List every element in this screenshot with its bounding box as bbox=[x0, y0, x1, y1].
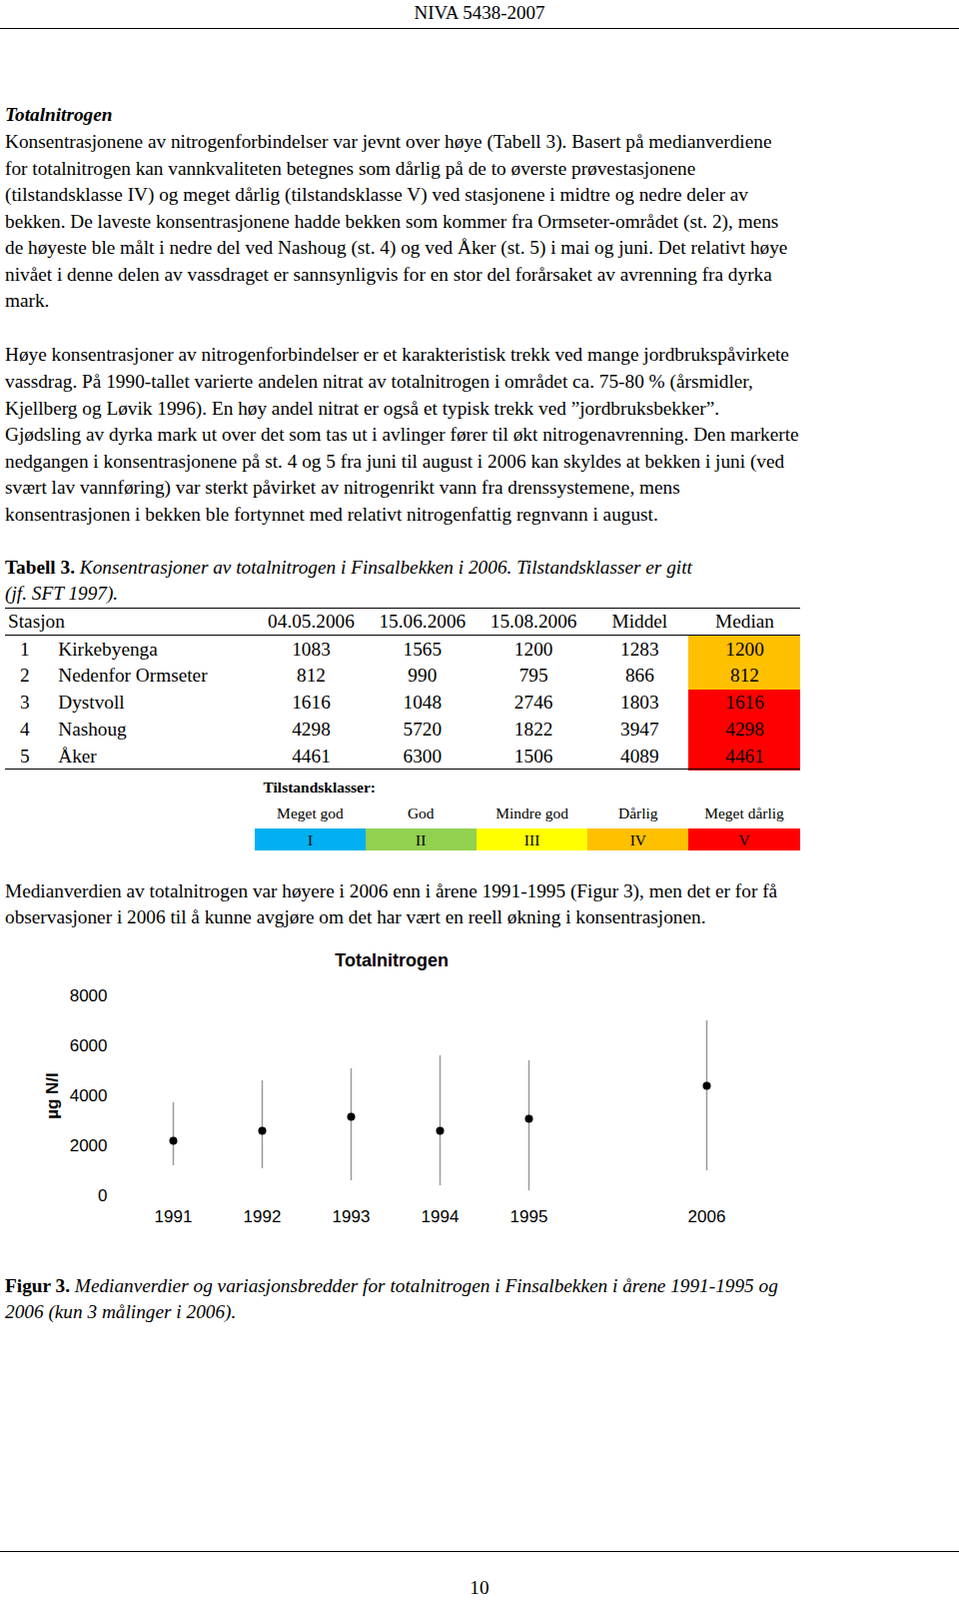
html-text:observasjoner i 2006 til å kun: observasjoner i 2006 til å kunne avgjøre… bbox=[4, 906, 706, 928]
html-text:svært lav vannføring) var ster: svært lav vannføring) var sterkt påvirke… bbox=[4, 476, 680, 498]
html-text:2746: 2746 bbox=[514, 691, 553, 713]
html-text:(tilstandsklasse IV) og meget: (tilstandsklasse IV) og meget dårlig (ti… bbox=[4, 183, 749, 205]
html-text:vassdrag. På 1990-tallet varie: vassdrag. På 1990-tallet varierte andele… bbox=[4, 370, 754, 392]
html-text:795: 795 bbox=[519, 664, 549, 686]
html-text:Nedenfor Ormseter: Nedenfor Ormseter bbox=[58, 664, 208, 686]
html-text:Meget dårlig: Meget dårlig bbox=[704, 804, 784, 822]
svg-text:2006: 2006 bbox=[688, 1206, 727, 1226]
html-text:5720: 5720 bbox=[403, 718, 442, 740]
html-text:4298: 4298 bbox=[291, 718, 331, 740]
html-text:1048: 1048 bbox=[403, 691, 442, 713]
svg-text:0: 0 bbox=[97, 1185, 107, 1205]
svg-text:1995: 1995 bbox=[510, 1206, 549, 1226]
html-text:3: 3 bbox=[19, 691, 30, 713]
html-text:Dystvoll: Dystvoll bbox=[58, 691, 125, 713]
html-text:990: 990 bbox=[407, 664, 437, 686]
html-text:Totalnitrogen: Totalnitrogen bbox=[4, 104, 113, 126]
html-text:V: V bbox=[738, 830, 750, 848]
html-text:Tabell 3. Konsentrasjoner av t: Tabell 3. Konsentrasjoner av totalnitrog… bbox=[4, 556, 693, 578]
html-text:5: 5 bbox=[19, 745, 30, 767]
html-text:1083: 1083 bbox=[291, 637, 331, 659]
html-text:Totalnitrogen: Totalnitrogen bbox=[334, 950, 449, 970]
html-text:Tilstandsklasser:: Tilstandsklasser: bbox=[263, 778, 376, 796]
html-text:I: I bbox=[307, 830, 313, 848]
html-text:4089: 4089 bbox=[620, 745, 659, 767]
html-text:Dårlig: Dårlig bbox=[618, 804, 658, 822]
html-text:Median: Median bbox=[715, 610, 775, 632]
svg-text:1992: 1992 bbox=[243, 1206, 282, 1226]
html-text:Konsentrasjonene av nitrogenfo: Konsentrasjonene av nitrogenforbindelser… bbox=[4, 130, 772, 152]
html-text:for totalnitrogen kan vannkval: for totalnitrogen kan vannkvaliteten bet… bbox=[4, 157, 696, 179]
html-text:II: II bbox=[415, 830, 426, 848]
html-text:4461: 4461 bbox=[291, 745, 331, 767]
html-text:III: III bbox=[524, 830, 540, 848]
html-text:1616: 1616 bbox=[291, 691, 331, 713]
html-text:10: 10 bbox=[469, 1576, 490, 1598]
html-text:Medianverdien av totalnitrogen: Medianverdien av totalnitrogen var høyer… bbox=[4, 879, 778, 901]
html-text:1803: 1803 bbox=[620, 691, 659, 713]
html-text:(jf. SFT 1997).: (jf. SFT 1997). bbox=[4, 582, 119, 604]
html-text:1822: 1822 bbox=[514, 718, 553, 740]
html-text:1616: 1616 bbox=[725, 691, 765, 713]
html-text:NIVA 5438-2007: NIVA 5438-2007 bbox=[414, 1, 545, 23]
html-text:Meget god: Meget god bbox=[276, 804, 344, 822]
html-text:04.05.2006: 04.05.2006 bbox=[267, 610, 355, 632]
html-text:4: 4 bbox=[19, 718, 30, 740]
html-text:866: 866 bbox=[625, 664, 655, 686]
html-text:mark.: mark. bbox=[4, 289, 50, 311]
html-text:Middel: Middel bbox=[611, 610, 668, 632]
svg-text:8000: 8000 bbox=[69, 985, 108, 1005]
html-text:1506: 1506 bbox=[514, 745, 553, 767]
html-text:nivået i denne delen av vassdr: nivået i denne delen av vassdraget er sa… bbox=[4, 263, 772, 285]
html-text:1200: 1200 bbox=[725, 637, 765, 659]
html-text:2006 (kun 3 målinger i 2006).: 2006 (kun 3 målinger i 2006). bbox=[4, 1301, 237, 1323]
html-text:Åker: Åker bbox=[58, 745, 97, 767]
svg-text:6000: 6000 bbox=[69, 1035, 108, 1055]
html-text:6300: 6300 bbox=[403, 745, 442, 767]
html-text:3947: 3947 bbox=[620, 718, 659, 740]
html-text:1565: 1565 bbox=[403, 637, 442, 659]
html-text:Høye konsentrasjoner av nitrog: Høye konsentrasjoner av nitrogenforbinde… bbox=[4, 344, 790, 366]
html-text:4461: 4461 bbox=[725, 745, 765, 767]
html-text:15.06.2006: 15.06.2006 bbox=[379, 610, 466, 632]
svg-text:µg N/l: µg N/l bbox=[42, 1071, 62, 1119]
html-text:812: 812 bbox=[730, 664, 760, 686]
svg-text:1993: 1993 bbox=[332, 1206, 371, 1226]
html-text:konsentrasjonen i bekken ble f: konsentrasjonen i bekken ble fortynnet m… bbox=[4, 503, 659, 525]
html-text:God: God bbox=[407, 804, 435, 822]
svg-text:4000: 4000 bbox=[69, 1085, 108, 1105]
html-text:Kjellberg og Løvik 1996). En h: Kjellberg og Løvik 1996). En høy andel n… bbox=[4, 397, 720, 419]
html-text:Stasjon: Stasjon bbox=[7, 610, 65, 632]
svg-text:1994: 1994 bbox=[421, 1206, 460, 1226]
html-text:nedgangen i konsentrasjonene p: nedgangen i konsentrasjonene på st. 4 og… bbox=[4, 450, 785, 472]
html-text:IV: IV bbox=[629, 830, 647, 848]
html-text:1: 1 bbox=[19, 637, 30, 659]
html-text:Mindre god: Mindre god bbox=[495, 804, 569, 822]
html-text:Figur 3. Medianverdier og vari: Figur 3. Medianverdier og variasjonsbred… bbox=[4, 1274, 778, 1296]
html-text:Kirkebyenga: Kirkebyenga bbox=[58, 637, 158, 659]
html-text:1283: 1283 bbox=[620, 637, 659, 659]
html-text:15.08.2006: 15.08.2006 bbox=[490, 610, 577, 632]
html-text:1200: 1200 bbox=[514, 637, 553, 659]
html-text:Gjødsling av dyrka mark ut ove: Gjødsling av dyrka mark ut over det som … bbox=[4, 423, 799, 445]
html-text:2: 2 bbox=[19, 664, 30, 686]
svg-text:2000: 2000 bbox=[69, 1135, 108, 1155]
html-text:Nashoug: Nashoug bbox=[58, 718, 127, 740]
html-text:812: 812 bbox=[296, 664, 326, 686]
svg-text:1991: 1991 bbox=[154, 1206, 193, 1226]
html-text:bekken. De laveste konsentrasj: bekken. De laveste konsentrasjonene hadd… bbox=[4, 210, 779, 232]
html-text:de høyeste ble målt i nedre de: de høyeste ble målt i nedre del ved Nash… bbox=[4, 236, 788, 258]
html-text:4298: 4298 bbox=[725, 718, 765, 740]
